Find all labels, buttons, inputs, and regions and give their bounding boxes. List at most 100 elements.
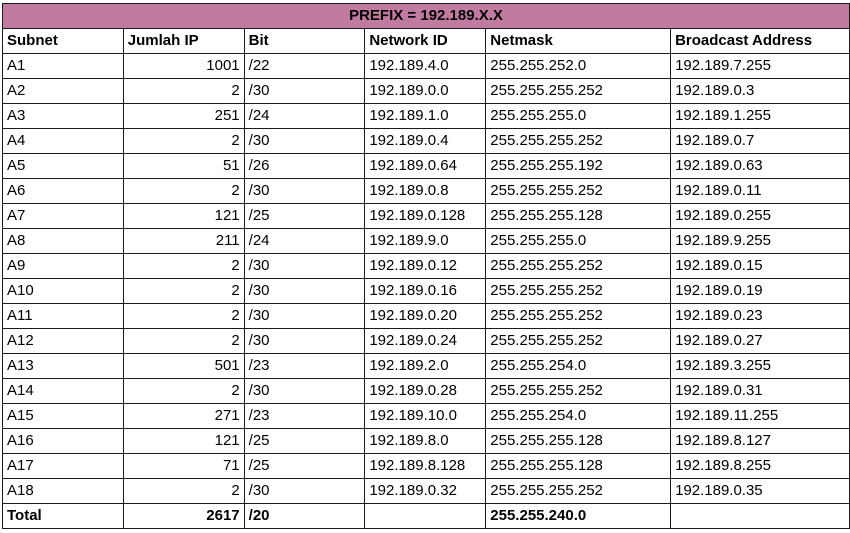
broadcast-address-cell[interactable]: 192.189.8.255 [670,453,850,479]
jumlah-ip-cell[interactable]: 51 [122,153,245,179]
header-netmask[interactable]: Netmask [485,28,672,54]
subnet-cell[interactable]: A15 [2,403,124,429]
bit-cell[interactable]: /30 [243,128,366,154]
network-id-cell[interactable]: 192.189.1.0 [364,103,487,129]
netmask-cell[interactable]: 255.255.255.128 [485,453,672,479]
prefix-header[interactable]: PREFIX = 192.189.X.X [2,3,850,29]
total-jumlah-ip-cell[interactable]: 2617 [122,503,245,529]
subnet-cell[interactable]: A2 [2,78,124,104]
bit-cell[interactable]: /30 [243,178,366,204]
netmask-cell[interactable]: 255.255.252.0 [485,53,672,79]
netmask-cell[interactable]: 255.255.255.252 [485,478,672,504]
netmask-cell[interactable]: 255.255.255.128 [485,428,672,454]
jumlah-ip-cell[interactable]: 2 [122,478,245,504]
netmask-cell[interactable]: 255.255.255.0 [485,103,672,129]
subnet-cell[interactable]: A7 [2,203,124,229]
broadcast-address-cell[interactable]: 192.189.11.255 [670,403,850,429]
broadcast-address-cell[interactable]: 192.189.0.255 [670,203,850,229]
jumlah-ip-cell[interactable]: 1001 [122,53,245,79]
jumlah-ip-cell[interactable]: 2 [122,128,245,154]
jumlah-ip-cell[interactable]: 2 [122,303,245,329]
header-network-id[interactable]: Network ID [364,28,487,54]
netmask-cell[interactable]: 255.255.255.252 [485,253,672,279]
bit-cell[interactable]: /23 [243,353,366,379]
jumlah-ip-cell[interactable]: 2 [122,78,245,104]
total-netmask-cell[interactable]: 255.255.240.0 [485,503,672,529]
broadcast-address-cell[interactable]: 192.189.8.127 [670,428,850,454]
jumlah-ip-cell[interactable]: 2 [122,178,245,204]
header-subnet[interactable]: Subnet [2,28,124,54]
subnet-cell[interactable]: A14 [2,378,124,404]
netmask-cell[interactable]: 255.255.254.0 [485,403,672,429]
bit-cell[interactable]: /30 [243,478,366,504]
network-id-cell[interactable]: 192.189.0.24 [364,328,487,354]
subnet-cell[interactable]: A12 [2,328,124,354]
network-id-cell[interactable]: 192.189.0.0 [364,78,487,104]
network-id-cell[interactable]: 192.189.0.12 [364,253,487,279]
netmask-cell[interactable]: 255.255.255.252 [485,303,672,329]
broadcast-address-cell[interactable]: 192.189.7.255 [670,53,850,79]
broadcast-address-cell[interactable]: 192.189.0.11 [670,178,850,204]
netmask-cell[interactable]: 255.255.255.252 [485,278,672,304]
total-network-id-cell[interactable] [364,503,487,529]
netmask-cell[interactable]: 255.255.255.252 [485,128,672,154]
broadcast-address-cell[interactable]: 192.189.0.35 [670,478,850,504]
bit-cell[interactable]: /24 [243,103,366,129]
jumlah-ip-cell[interactable]: 251 [122,103,245,129]
bit-cell[interactable]: /30 [243,278,366,304]
network-id-cell[interactable]: 192.189.0.32 [364,478,487,504]
jumlah-ip-cell[interactable]: 2 [122,253,245,279]
broadcast-address-cell[interactable]: 192.189.1.255 [670,103,850,129]
network-id-cell[interactable]: 192.189.4.0 [364,53,487,79]
total-subnet-cell[interactable]: Total [2,503,124,529]
netmask-cell[interactable]: 255.255.254.0 [485,353,672,379]
subnet-cell[interactable]: A11 [2,303,124,329]
bit-cell[interactable]: /24 [243,228,366,254]
netmask-cell[interactable]: 255.255.255.252 [485,378,672,404]
netmask-cell[interactable]: 255.255.255.252 [485,328,672,354]
netmask-cell[interactable]: 255.255.255.128 [485,203,672,229]
subnet-cell[interactable]: A18 [2,478,124,504]
jumlah-ip-cell[interactable]: 2 [122,378,245,404]
header-broadcast-address[interactable]: Broadcast Address [670,28,850,54]
netmask-cell[interactable]: 255.255.255.252 [485,178,672,204]
network-id-cell[interactable]: 192.189.0.16 [364,278,487,304]
network-id-cell[interactable]: 192.189.0.28 [364,378,487,404]
subnet-cell[interactable]: A3 [2,103,124,129]
jumlah-ip-cell[interactable]: 501 [122,353,245,379]
network-id-cell[interactable]: 192.189.8.0 [364,428,487,454]
jumlah-ip-cell[interactable]: 2 [122,328,245,354]
netmask-cell[interactable]: 255.255.255.192 [485,153,672,179]
broadcast-address-cell[interactable]: 192.189.0.63 [670,153,850,179]
subnet-cell[interactable]: A9 [2,253,124,279]
header-bit[interactable]: Bit [243,28,366,54]
network-id-cell[interactable]: 192.189.0.128 [364,203,487,229]
network-id-cell[interactable]: 192.189.8.128 [364,453,487,479]
subnet-cell[interactable]: A10 [2,278,124,304]
bit-cell[interactable]: /25 [243,428,366,454]
bit-cell[interactable]: /25 [243,203,366,229]
network-id-cell[interactable]: 192.189.0.4 [364,128,487,154]
broadcast-address-cell[interactable]: 192.189.0.23 [670,303,850,329]
bit-cell[interactable]: /30 [243,378,366,404]
bit-cell[interactable]: /30 [243,78,366,104]
subnet-cell[interactable]: A1 [2,53,124,79]
bit-cell[interactable]: /30 [243,253,366,279]
broadcast-address-cell[interactable]: 192.189.9.255 [670,228,850,254]
netmask-cell[interactable]: 255.255.255.252 [485,78,672,104]
jumlah-ip-cell[interactable]: 2 [122,278,245,304]
subnet-cell[interactable]: A5 [2,153,124,179]
broadcast-address-cell[interactable]: 192.189.0.7 [670,128,850,154]
network-id-cell[interactable]: 192.189.0.20 [364,303,487,329]
broadcast-address-cell[interactable]: 192.189.0.19 [670,278,850,304]
broadcast-address-cell[interactable]: 192.189.0.31 [670,378,850,404]
broadcast-address-cell[interactable]: 192.189.0.15 [670,253,850,279]
network-id-cell[interactable]: 192.189.0.8 [364,178,487,204]
network-id-cell[interactable]: 192.189.0.64 [364,153,487,179]
bit-cell[interactable]: /22 [243,53,366,79]
network-id-cell[interactable]: 192.189.2.0 [364,353,487,379]
bit-cell[interactable]: /23 [243,403,366,429]
jumlah-ip-cell[interactable]: 121 [122,203,245,229]
bit-cell[interactable]: /30 [243,328,366,354]
broadcast-address-cell[interactable]: 192.189.0.3 [670,78,850,104]
